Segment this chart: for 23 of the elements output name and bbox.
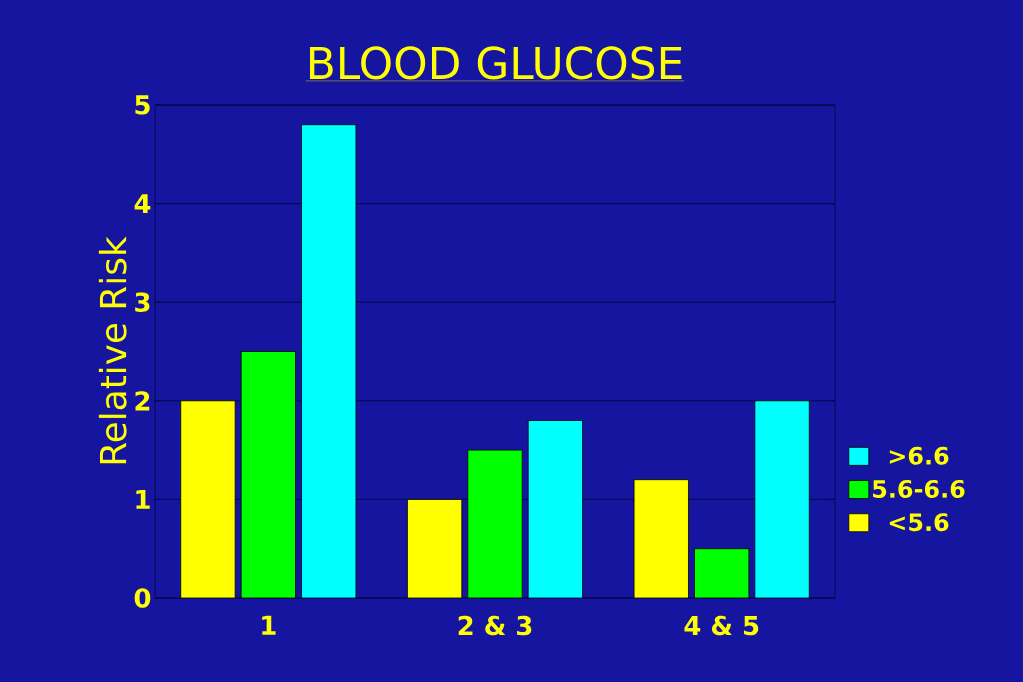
y-axis-title: Relative Risk bbox=[98, 236, 127, 464]
x-tick-label: 4 & 5 bbox=[684, 615, 759, 636]
bar bbox=[633, 479, 689, 598]
legend-label: >6.6 bbox=[889, 446, 949, 465]
chart-title: BLOOD GLUCOSE bbox=[310, 46, 682, 80]
y-tick-label: 2 bbox=[135, 391, 150, 411]
legend-label: 5.6-6.6 bbox=[873, 479, 965, 498]
x-tick-label: 1 bbox=[262, 615, 276, 635]
bar bbox=[407, 499, 463, 598]
bar bbox=[467, 449, 523, 598]
bar bbox=[754, 400, 810, 598]
y-tick-label: 3 bbox=[135, 292, 150, 312]
y-tick-label: 4 bbox=[134, 194, 151, 214]
bar bbox=[301, 124, 357, 598]
y-tick-label: 1 bbox=[136, 489, 150, 509]
legend-label: <5.6 bbox=[889, 513, 949, 532]
x-tick-label: 2 & 3 bbox=[458, 615, 532, 636]
y-tick-label: 5 bbox=[135, 95, 150, 115]
bar bbox=[180, 400, 236, 598]
bar bbox=[694, 548, 750, 598]
bar bbox=[240, 351, 296, 598]
bar bbox=[527, 420, 584, 598]
y-tick-label: 0 bbox=[134, 588, 151, 608]
